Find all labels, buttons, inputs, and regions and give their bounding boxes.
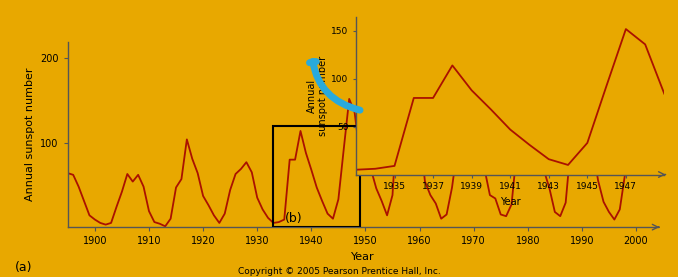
X-axis label: Year: Year bbox=[351, 252, 374, 262]
Bar bbox=[273, 126, 360, 227]
Text: Copyright © 2005 Pearson Prentice Hall, Inc.: Copyright © 2005 Pearson Prentice Hall, … bbox=[237, 267, 441, 276]
Text: (a): (a) bbox=[15, 261, 33, 274]
Y-axis label: Annual sunspot number: Annual sunspot number bbox=[24, 68, 35, 201]
Text: (b): (b) bbox=[285, 212, 302, 225]
X-axis label: Year: Year bbox=[500, 197, 521, 207]
Y-axis label: Annual
sunspot number: Annual sunspot number bbox=[306, 55, 328, 136]
